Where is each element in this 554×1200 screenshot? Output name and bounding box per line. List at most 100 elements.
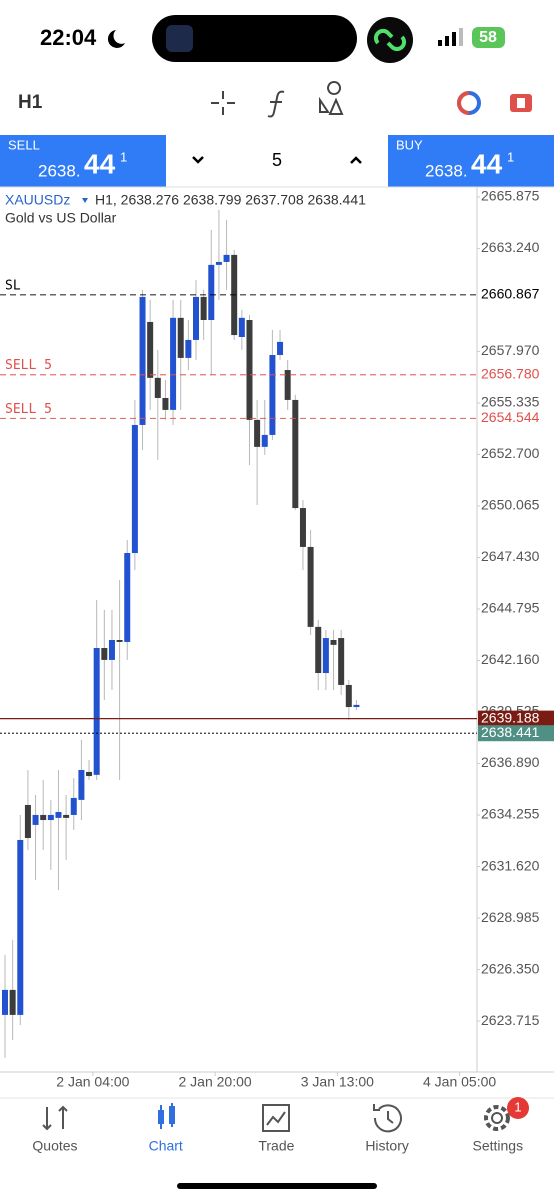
y-tick-label: 2665.875: [481, 188, 540, 204]
battery: [472, 27, 505, 48]
buy-label: BUY: [396, 137, 423, 152]
sell-label: SELL: [8, 137, 40, 152]
toolbar-icons[interactable]: [211, 81, 344, 118]
buy-price-sup: 1: [507, 149, 514, 164]
candle-body: [9, 989, 16, 1015]
candle-body: [40, 814, 47, 821]
candle-body: [154, 377, 161, 398]
buy-button[interactable]: [388, 135, 554, 187]
nav-item[interactable]: Settings: [473, 1138, 524, 1154]
level-box: [478, 410, 554, 427]
y-tick-label: 2657.970: [481, 342, 540, 358]
candle-body: [299, 508, 306, 547]
x-tick-label: 3 Jan 13:00: [301, 1074, 374, 1090]
link-icon-bg: [367, 17, 413, 63]
candle-body: [254, 419, 261, 447]
candle-body: [238, 317, 245, 337]
dynamic-island: [152, 15, 357, 62]
candle-body: [330, 639, 337, 645]
y-tick-label: 2631.620: [481, 857, 540, 873]
candle-body: [131, 424, 138, 554]
y-tick-label: 2652.700: [481, 445, 540, 461]
candle-body: [277, 341, 284, 355]
moon-icon: [107, 30, 125, 48]
level-value: 2638.441: [481, 724, 540, 740]
volume-up[interactable]: [350, 156, 362, 164]
ohlc-info: H1, 2638.276 2638.799 2637.708 2638.441: [95, 192, 366, 208]
candle-body: [78, 769, 85, 800]
candle-body: [70, 797, 77, 815]
candle-body: [223, 254, 230, 262]
candle-body: [177, 317, 184, 358]
volume-down[interactable]: [192, 156, 204, 164]
symbol-dropdown[interactable]: [82, 198, 88, 203]
y-tick-label: 2628.985: [481, 909, 540, 925]
y-tick-label: 2636.890: [481, 754, 540, 770]
level-value: 2654.544: [481, 409, 540, 425]
sell-button[interactable]: [0, 135, 166, 187]
candle-body: [93, 648, 100, 775]
candle-body: [261, 434, 268, 447]
candle-body: [162, 397, 169, 410]
level-name: SELL 5: [5, 402, 52, 417]
link-icon: [373, 28, 407, 52]
chart-icon: [158, 1103, 175, 1129]
candle-body: [139, 296, 146, 425]
candle-body: [2, 989, 8, 1015]
candle-body: [185, 339, 192, 358]
candle-body: [215, 261, 222, 265]
candle-body: [116, 639, 123, 642]
level-name: SELL 5: [5, 358, 52, 373]
candle-body: [17, 839, 24, 1015]
candle-body: [170, 317, 177, 410]
candle-body: [338, 638, 345, 685]
x-tick-label: 2 Jan 20:00: [179, 1074, 252, 1090]
candle-body: [353, 704, 360, 708]
buy-price: 2638.: [425, 161, 468, 180]
badge-count: 1: [514, 1099, 521, 1114]
y-tick-label: 2623.715: [481, 1012, 540, 1028]
candle-body: [86, 771, 93, 777]
y-tick-label: 2634.255: [481, 806, 540, 822]
nav-item[interactable]: Quotes: [32, 1138, 77, 1154]
candle-body: [269, 354, 276, 435]
candle-body: [32, 814, 39, 825]
nav-item[interactable]: Chart: [149, 1138, 183, 1154]
badge: [507, 1097, 529, 1119]
candle-body: [284, 370, 291, 400]
level-box: [478, 286, 554, 303]
y-tick-label: 2644.795: [481, 600, 540, 616]
candle-body: [322, 638, 329, 674]
sell-price-big: 44: [84, 148, 116, 179]
candle-body: [315, 626, 322, 674]
candle-body: [108, 639, 115, 660]
candle-body: [200, 296, 207, 320]
y-tick-label: 2663.240: [481, 239, 540, 255]
candle-body: [307, 546, 314, 627]
sell-price-sup: 1: [120, 149, 127, 164]
candle-body: [63, 814, 70, 818]
trade-icon-inner: [517, 98, 525, 108]
candle-body: [292, 399, 299, 509]
candle-body: [246, 319, 253, 420]
nav-item[interactable]: History: [365, 1138, 409, 1154]
time: 22:04: [40, 25, 97, 50]
nav-item[interactable]: Trade: [258, 1138, 294, 1154]
symbol: XAUUSDz: [5, 192, 70, 208]
level-box: [478, 710, 554, 727]
signal: [438, 28, 463, 46]
battery-level[interactable]: 58: [479, 29, 497, 46]
level-name: SL: [5, 278, 21, 293]
volume[interactable]: 5: [272, 150, 282, 170]
sell-price: 2638.: [38, 161, 81, 180]
candle-body: [47, 814, 54, 821]
candle-body: [345, 684, 352, 708]
level-box: [478, 366, 554, 383]
timeframe[interactable]: H1: [18, 92, 43, 113]
y-tick-label: 2642.160: [481, 651, 540, 667]
y-tick-label: 2655.335: [481, 394, 540, 410]
level-value: 2639.188: [481, 709, 540, 725]
plot: [2, 209, 360, 1058]
candle-body: [193, 296, 199, 340]
